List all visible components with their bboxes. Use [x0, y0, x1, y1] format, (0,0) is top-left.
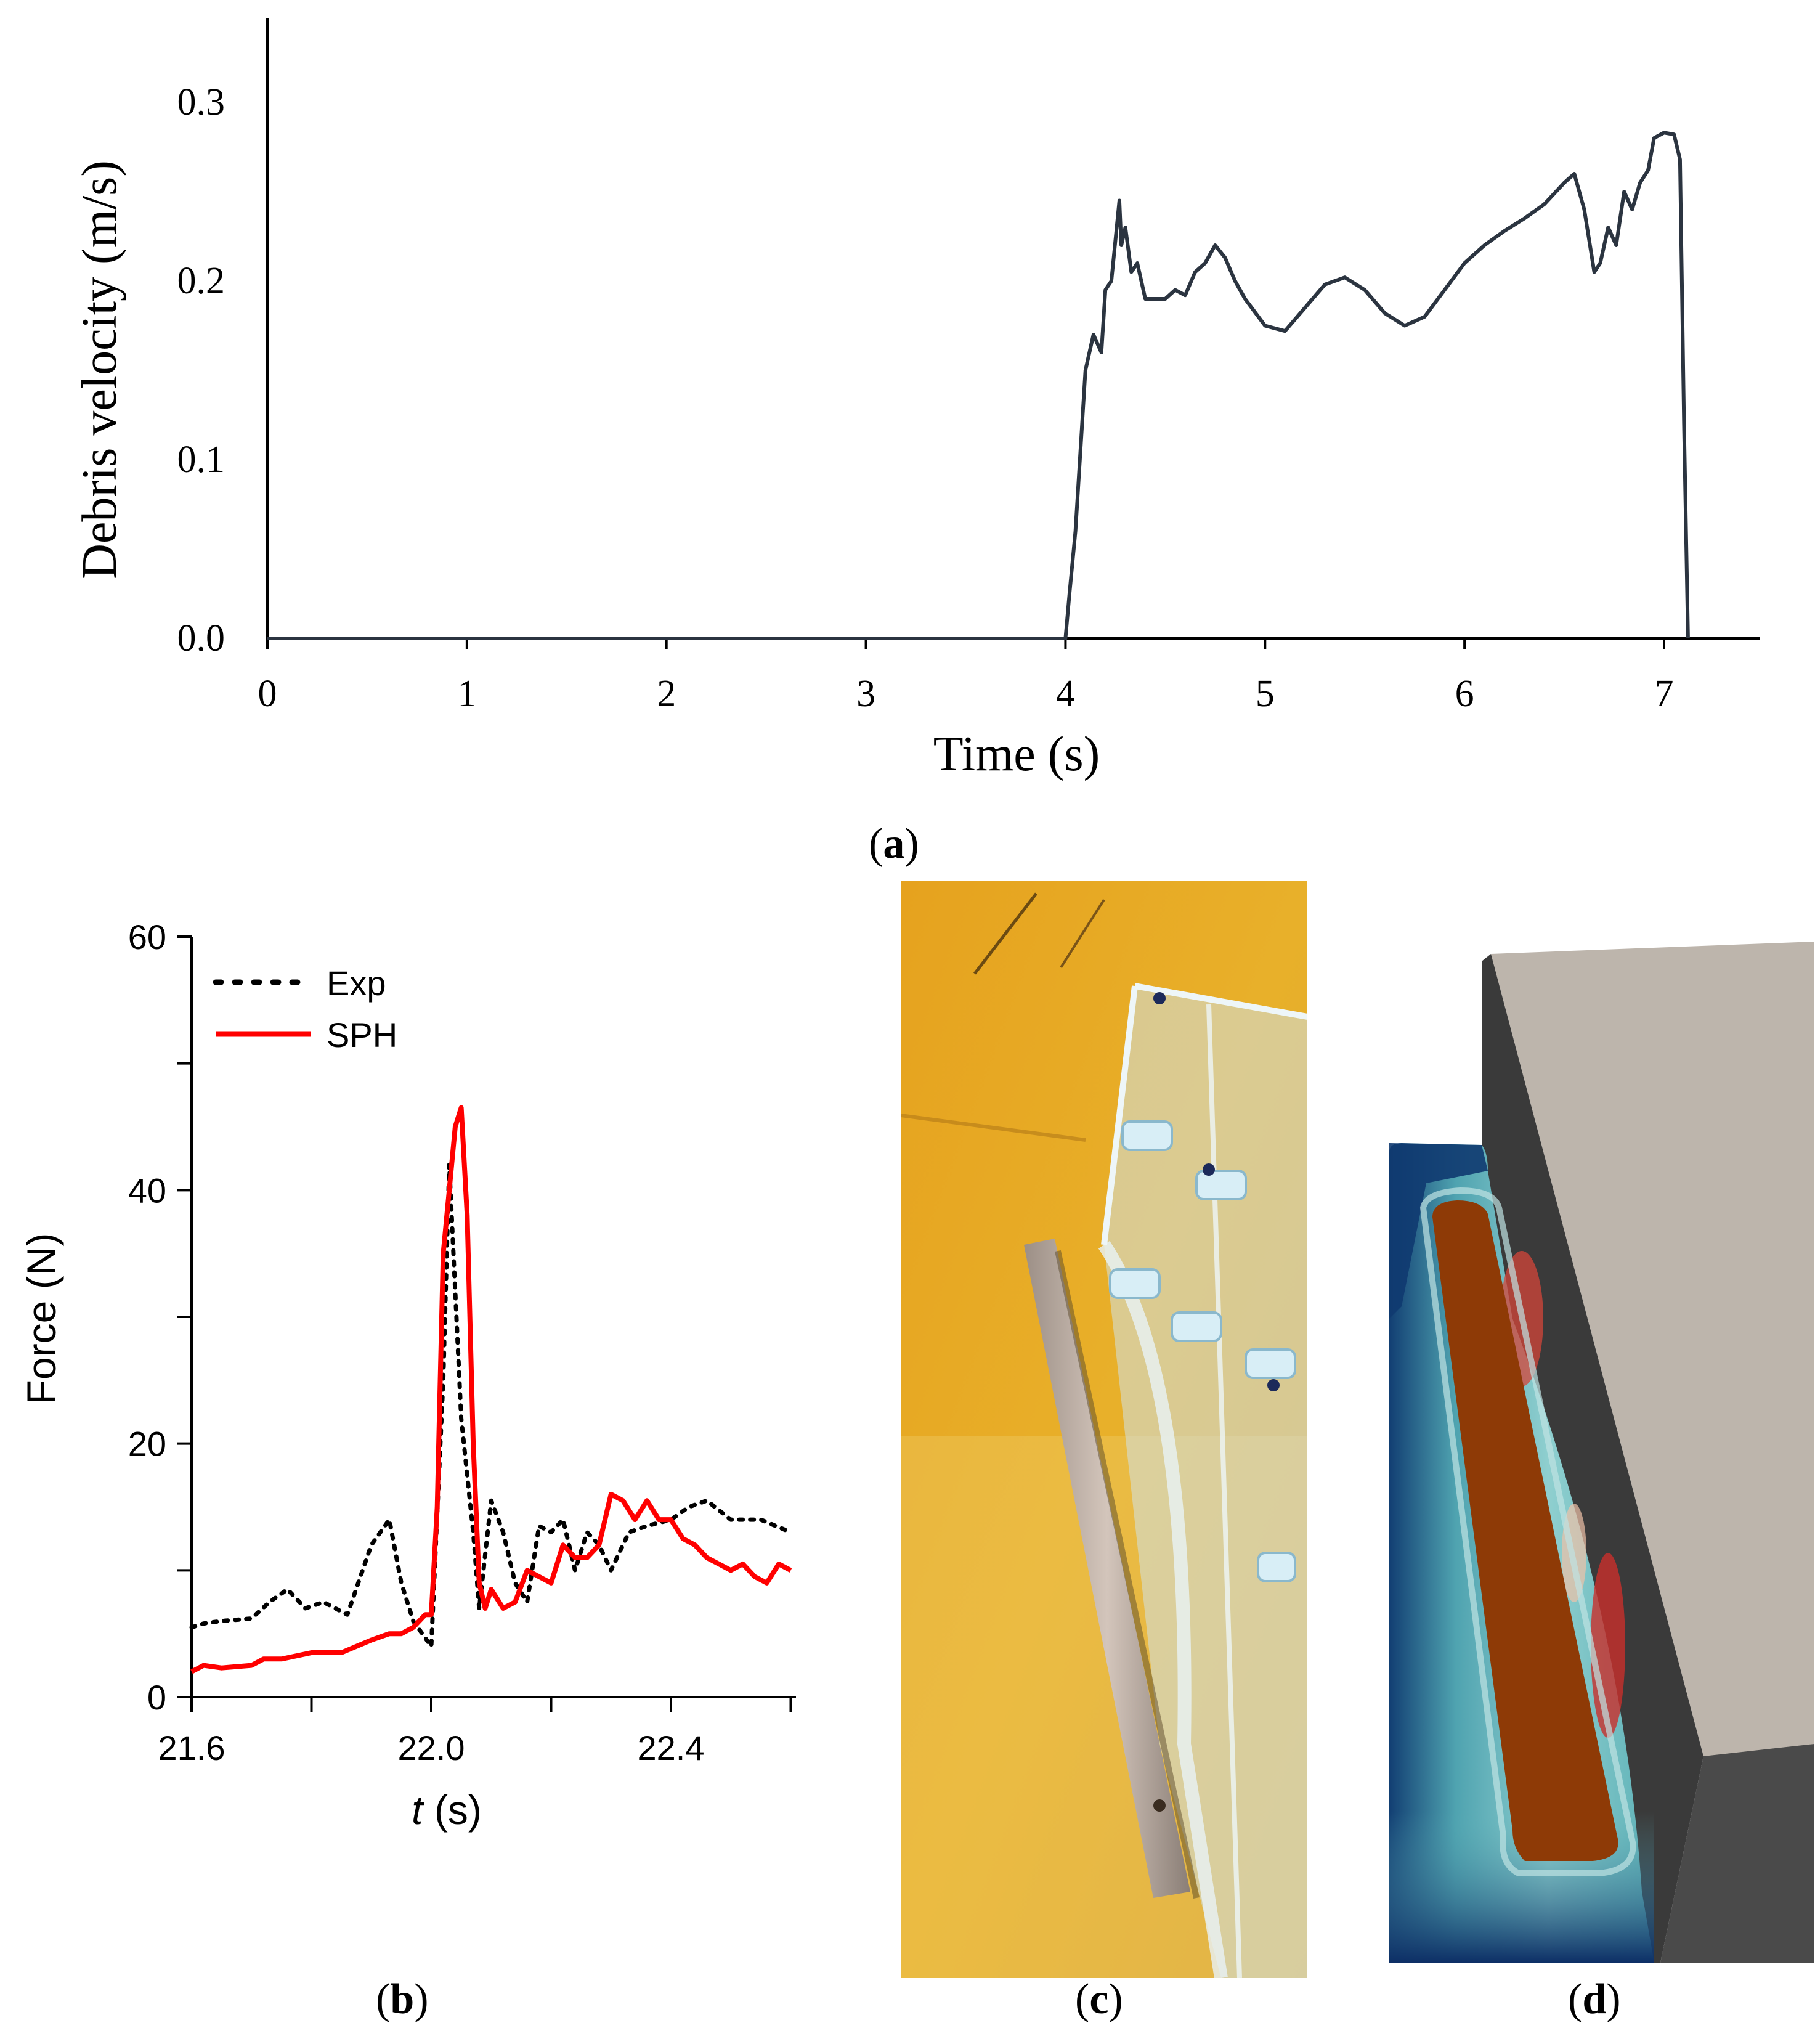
simulation-render [1389, 942, 1814, 1963]
chart-a-xtick-label: 2 [657, 673, 676, 715]
legend-exp-label: Exp [327, 964, 386, 1003]
floor-seam [1060, 898, 1105, 969]
chart-b-xtick-label: 22.4 [638, 1728, 705, 1767]
chart-a-xtick-label: 6 [1455, 673, 1474, 715]
debris-body [1432, 1200, 1618, 1861]
chart-b-xlabel-t: t [412, 1787, 424, 1833]
floor-seam [901, 1114, 1086, 1142]
debris-stick-shadow [1055, 1250, 1200, 1899]
chart-a-xtick-label: 0 [258, 673, 277, 715]
chart-b-xlabel-unit: (s) [423, 1787, 482, 1833]
panel-label-c-wrap: (c) [1075, 1976, 1123, 2023]
chart-a-ylabel: Debris velocity (m/s) [73, 160, 127, 579]
acrylic-edge [1101, 985, 1138, 1245]
pressure-hotspot [1591, 1553, 1625, 1738]
chart-a-xtick-label: 4 [1056, 673, 1075, 715]
chart-a-xtick-label: 3 [856, 673, 875, 715]
marker-dot [1203, 1163, 1215, 1176]
panel-label-a-text: a [883, 820, 905, 868]
chart-b: 21.6 22.0 22.4 0 20 40 60 Exp SPH Force (N) t… [18, 918, 796, 1833]
chart-a-xtick-label: 5 [1256, 673, 1275, 715]
chart-b-xlabel: t (s) [412, 1787, 482, 1833]
marker-dot [1267, 1379, 1280, 1391]
panel-label-c-text: c [1089, 1976, 1109, 2023]
chart-b-series-sph [190, 1105, 792, 1674]
floor-seam [973, 892, 1037, 975]
marker-dot [1153, 992, 1166, 1004]
chart-b-series-exp [189, 1162, 793, 1649]
chart-a-ytick-label: 0.0 [177, 617, 225, 659]
chart-b-ylabel: Force (N) [18, 1233, 64, 1405]
chart-b-ytick-label: 60 [128, 918, 166, 956]
chart-b-xtick-label: 21.6 [158, 1728, 225, 1767]
debris-knot [1153, 1799, 1166, 1812]
chart-a-xtick-label: 1 [457, 673, 476, 715]
chart-a-ytick-label: 0.2 [177, 260, 225, 302]
chart-b-ytick-label: 40 [128, 1171, 166, 1210]
water-dark-edge [1389, 1143, 1488, 1319]
chart-a-xtick-label: 7 [1655, 673, 1674, 715]
debris-body-outline [1419, 1187, 1636, 1876]
chart-a: 0 1 2 3 4 5 6 7 0.0 0.1 0.2 0.3 Time (s) Debris ve… [73, 18, 1760, 781]
chart-b-ytick-label: 20 [128, 1425, 166, 1464]
panel-label-b-text: b [390, 1976, 415, 2023]
acrylic-edge [1134, 983, 1307, 1020]
debris-stick [1024, 1239, 1190, 1898]
panel-label-d-text: d [1582, 1976, 1607, 2023]
photo-experiment [901, 881, 1307, 1978]
chart-a-series-line [267, 131, 1690, 640]
chart-b-xtick-label: 22.0 [398, 1728, 465, 1767]
legend-sph-label: SPH [327, 1016, 397, 1054]
acrylic-box [1104, 986, 1307, 1978]
structure-top-face [1491, 942, 1814, 1756]
chart-b-ytick-label: 0 [147, 1678, 166, 1717]
panel-label-a-wrap: (a) [869, 820, 919, 868]
chart-a-ytick-label: 0.3 [177, 81, 225, 123]
chart-a-ytick-label: 0.1 [177, 439, 225, 481]
panel-label-b-wrap: (b) [376, 1976, 429, 2023]
panel-label-d-wrap: (d) [1568, 1976, 1621, 2023]
structure-front-face [1660, 1744, 1814, 1963]
chart-a-xlabel: Time (s) [933, 727, 1100, 781]
sensor-bolts [1109, 1120, 1296, 1582]
